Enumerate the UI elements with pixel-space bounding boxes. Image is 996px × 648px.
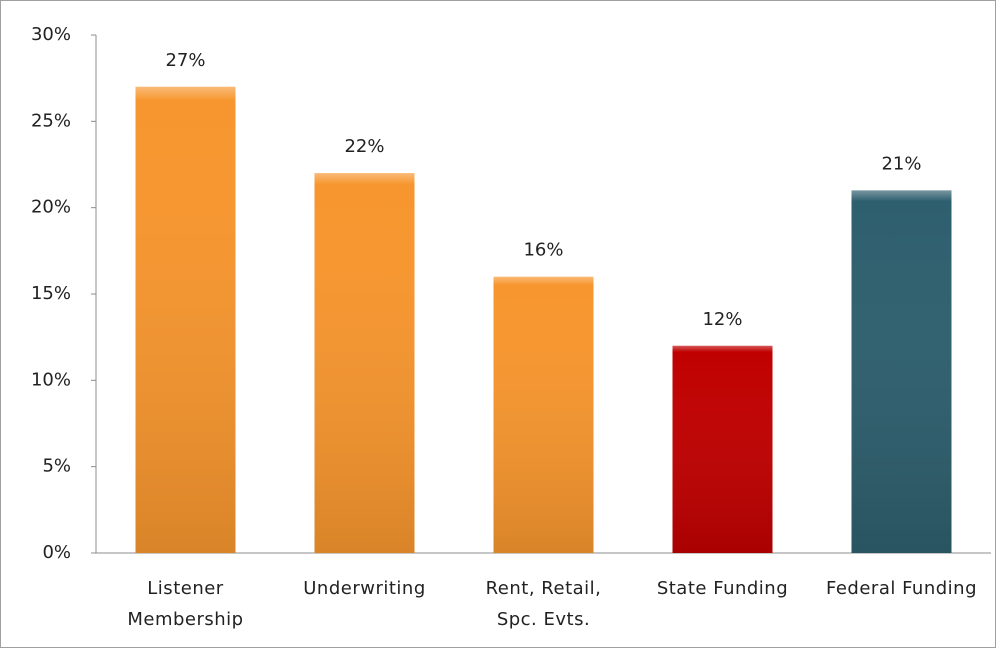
data-label: 21% (881, 153, 921, 174)
bar-shade (672, 345, 773, 553)
y-tick-label: 10% (31, 369, 71, 390)
data-label: 22% (344, 136, 384, 157)
bar-shade (314, 173, 415, 553)
x-tick-label: Underwriting (303, 578, 426, 599)
data-label: 16% (523, 240, 563, 261)
data-label: 27% (165, 50, 205, 71)
x-tick-label: Federal Funding (825, 578, 978, 599)
y-tick-label: 5% (42, 456, 71, 477)
x-tick-label: Listener Membership (127, 578, 244, 630)
x-tick-label: Rent, Retail, Spc. Evts. (485, 578, 602, 630)
data-label: 12% (702, 309, 742, 330)
y-tick-label: 25% (31, 110, 71, 131)
y-tick-label: 15% (31, 283, 71, 304)
bar-shade (135, 86, 236, 554)
y-tick-label: 0% (42, 542, 71, 563)
y-tick-label: 20% (31, 197, 71, 218)
x-tick-label: State Funding (656, 578, 789, 599)
bar-shade (851, 190, 952, 553)
y-tick-label: 30% (31, 24, 71, 45)
bar-shade (493, 276, 594, 553)
